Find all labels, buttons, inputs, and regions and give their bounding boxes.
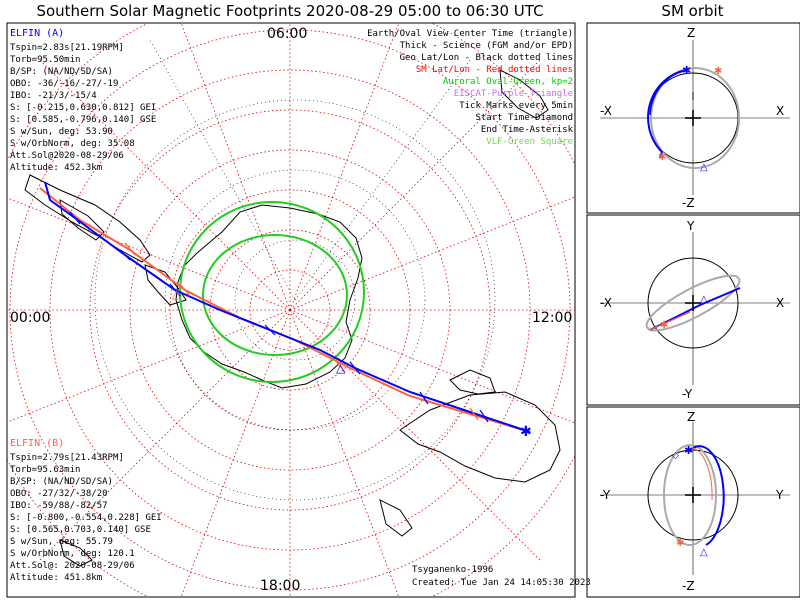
sm-yz-right-label: Y [775,488,784,502]
sm-xz-top-label: Z [687,26,695,40]
legend-item: Auroral Oval-Green, kp=2 [443,77,573,87]
sm-yz-bottom-label: -Z [682,579,695,593]
elfin-a-line: Att.Sol@2020-08-29/06 [10,151,124,161]
sm-xz-right-label: X [776,104,784,118]
legend-item: End Time-Asterisk [481,125,574,135]
elfin-a-info: ELFIN (A) Tspin=2.83s[21.19RPM] Torb=95.… [10,28,156,173]
elfin-a-line: B/SP: (NA/ND/SD/SA) [10,67,113,77]
elfin-a-line: S w/OrbNorm, deg: 35.08 [10,139,135,149]
clock-label-06: 06:00 [267,26,307,42]
sm-yz-end-marker: ✱ [684,444,693,457]
sm-orbit-panels: Z -Z -X X ✱ ✱ △ ✱ Y -Y -X X △ ✱ [586,22,800,598]
sm-longitude-lines [7,23,575,597]
sm-panel-xz-frame [586,22,800,214]
elfin-a-line: Tspin=2.83s[21.19RPM] [10,43,124,53]
clock-label-00: 00:00 [10,310,50,326]
legend-item: Tick Marks every 5min [459,101,573,111]
sm-xy-bottom-label: -Y [682,387,693,401]
sm-yz-top-label: Z [687,410,695,424]
elfin-b-line: S: [0.565,0.703,0.140] GSE [10,525,151,535]
coastlines [24,69,561,567]
clock-label-12: 12:00 [532,310,572,326]
elfin-b-line: S w/Sun, deg: 55.79 [10,537,113,547]
elfin-a-end-asterisk: ✱ [520,424,532,440]
elfin-a-line: OBO: -36/-16/-27/-19 [10,79,118,89]
elfin-b-line: S: [-0.800,-0.554,0.228] GEI [10,513,162,523]
sm-yz-b-marker: ✱ [676,538,684,549]
elfin-a-name: ELFIN (A) [10,28,64,39]
page-title: Southern Solar Magnetic Footprints 2020-… [36,2,544,20]
elfin-b-line: IBO: -59/88/-82/57 [10,501,108,511]
legend-item: Thick - Science (FGM and/or EPD) [400,41,573,51]
sm-panel-xy: Y -Y -X X △ ✱ [600,219,790,401]
sm-orbit-title: SM orbit [661,2,724,20]
legend-item: Geo Lat/Lon - Black dotted lines [400,53,573,63]
elfin-b-line: B/SP: (NA/ND/SD/SA) [10,477,113,487]
elfin-a-line: S: [0.585,-0.796,0.140] GSE [10,115,156,125]
elfin-b-line: Tspin=2.79s[21.43RPM] [10,453,124,463]
elfin-b-name: ELFIN (B) [10,438,64,449]
elfin-b-line: Torb=95.63min [10,465,80,475]
elfin-a-line: S: [-0.215,0.630,0.812] GEI [10,103,156,113]
sm-panel-xy-frame [586,214,800,406]
elfin-a-track [44,181,531,433]
sm-xz-start-marker: △ [700,162,708,173]
legend: Earth/Oval View Center Time (triangle) T… [367,29,573,147]
legend-item: VLF-Green Square [486,137,573,147]
sm-xz-b-marker: ✱ [714,66,722,77]
elfin-b-start-triangle: △ [172,287,182,301]
sm-panel-yz: Z -Z -Y Y ✱ △ ✱ ◇ [600,410,790,593]
created-timestamp: Created: Tue Jan 24 14:05:30 2023 [412,578,591,588]
sm-yz-start-marker: △ [700,547,708,558]
elfin-b-line: S w/OrbNorm, deg: 120.1 [10,549,135,559]
elfin-b-tick-marks [124,242,479,421]
sm-xz-end-marker: ✱ [682,64,691,77]
sm-xy-top-label: Y [686,219,695,233]
sm-xy-left-label: -X [600,296,612,310]
elfin-b-line: Altitude: 451.8km [10,573,102,583]
sm-xy-right-label: X [776,296,784,310]
sm-xy-start-marker: △ [700,294,708,305]
elfin-b-line: OBO: -27/32/-38/20 [10,489,108,499]
elfin-b-line: Att.Sol@: 2020-08-29/06 [10,561,135,571]
sm-panel-yz-frame [586,406,800,598]
legend-item: Earth/Oval View Center Time (triangle) [367,29,573,39]
elfin-a-line: IBO: -21/3/-15/4 [10,91,97,101]
elfin-b-info: ELFIN (B) Tspin=2.79s[21.43RPM] Torb=95.… [10,438,162,583]
clock-label-18: 18:00 [260,578,300,594]
legend-item: EISCAT-Purple Triangle [454,89,573,99]
sm-xy-b-marker: ✱ [660,320,668,331]
sm-yz-diamond: ◇ [672,451,679,461]
elfin-a-line: S w/Sun, deg: 53.90 [10,127,113,137]
elfin-a-line: Altitude: 452.3km [10,163,102,173]
polar-map: ✱ △ △ [7,23,575,597]
geo-grid [94,39,496,501]
legend-item: Start Time-Diamond [475,113,573,123]
legend-item: SM Lat/Lon - Red dotted lines [416,65,573,75]
sm-xz-b-start: ✱ [658,152,666,163]
sm-panel-xz: Z -Z -X X ✱ ✱ △ ✱ [600,26,790,210]
sm-yz-left-label: -Y [600,488,611,502]
sm-xz-left-label: -X [600,104,612,118]
sm-xz-bottom-label: -Z [682,196,695,210]
elfin-a-start-triangle: △ [336,361,346,375]
model-credit: Tsyganenko-1996 [412,565,493,575]
elfin-a-tick-marks [69,211,489,423]
elfin-a-line: Torb=95.50min [10,55,80,65]
